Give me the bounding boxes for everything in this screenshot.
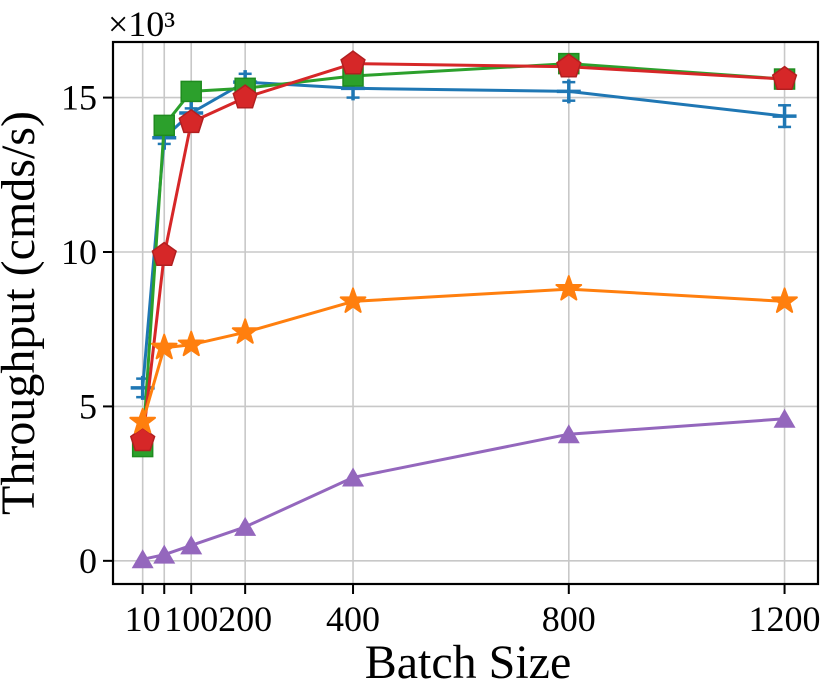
triangle-up-marker	[557, 424, 580, 444]
star-marker	[231, 318, 259, 344]
triangle-up-marker	[342, 467, 365, 487]
series-line	[141, 417, 787, 561]
triangle-up-marker	[153, 544, 176, 564]
x-tick-label: 1200	[749, 599, 821, 639]
data-series	[129, 50, 798, 569]
y-tick-label: 10	[61, 232, 97, 272]
axes-spines	[111, 40, 820, 586]
star-marker	[771, 287, 798, 313]
y-tick-label: 5	[79, 386, 97, 426]
y-tick-label: 15	[61, 78, 97, 118]
pentagon-marker	[129, 426, 156, 452]
square-marker	[153, 114, 175, 137]
pentagon-marker	[556, 53, 582, 78]
star-marker	[339, 287, 367, 313]
pentagon-marker	[340, 50, 366, 75]
x-tick-label: 800	[542, 599, 596, 639]
triangle-up-marker	[773, 408, 796, 428]
series-green-square-line	[131, 52, 796, 458]
series-red-pentagon-line	[129, 50, 798, 452]
triangle-up-marker	[180, 535, 203, 555]
x-axis-label: Batch Size	[365, 636, 572, 689]
star-marker	[129, 407, 156, 434]
triangle-up-marker	[234, 516, 257, 536]
x-tick-label: 400	[326, 599, 380, 639]
y-axis-offset-text: ×10³	[108, 4, 175, 44]
plus-marker	[556, 79, 581, 104]
axis-ticks	[103, 96, 786, 594]
series-orange-star-line	[129, 275, 798, 434]
y-axis-label: Throughput (cmds/s)	[0, 111, 45, 515]
x-tick-label: 100	[164, 599, 218, 639]
pentagon-marker	[178, 108, 204, 134]
x-tick-label: 10	[125, 599, 161, 639]
series-purple-triangle-line	[131, 408, 796, 569]
pentagon-marker	[232, 84, 258, 109]
pentagon-marker	[151, 241, 177, 266]
gridlines	[113, 42, 818, 584]
plus-marker	[130, 375, 155, 400]
y-tick-label: 0	[79, 541, 97, 581]
star-marker	[150, 333, 178, 360]
star-marker	[555, 275, 583, 301]
star-marker	[177, 330, 205, 357]
x-tick-label: 200	[218, 599, 272, 639]
series-blue-errorbar-line	[130, 70, 797, 400]
square-marker	[180, 80, 202, 103]
plus-marker	[772, 104, 797, 129]
pentagon-marker	[771, 65, 798, 90]
series-line	[141, 287, 787, 424]
triangle-up-marker	[131, 549, 154, 569]
plot-frame	[111, 40, 820, 586]
series-line	[141, 62, 787, 449]
